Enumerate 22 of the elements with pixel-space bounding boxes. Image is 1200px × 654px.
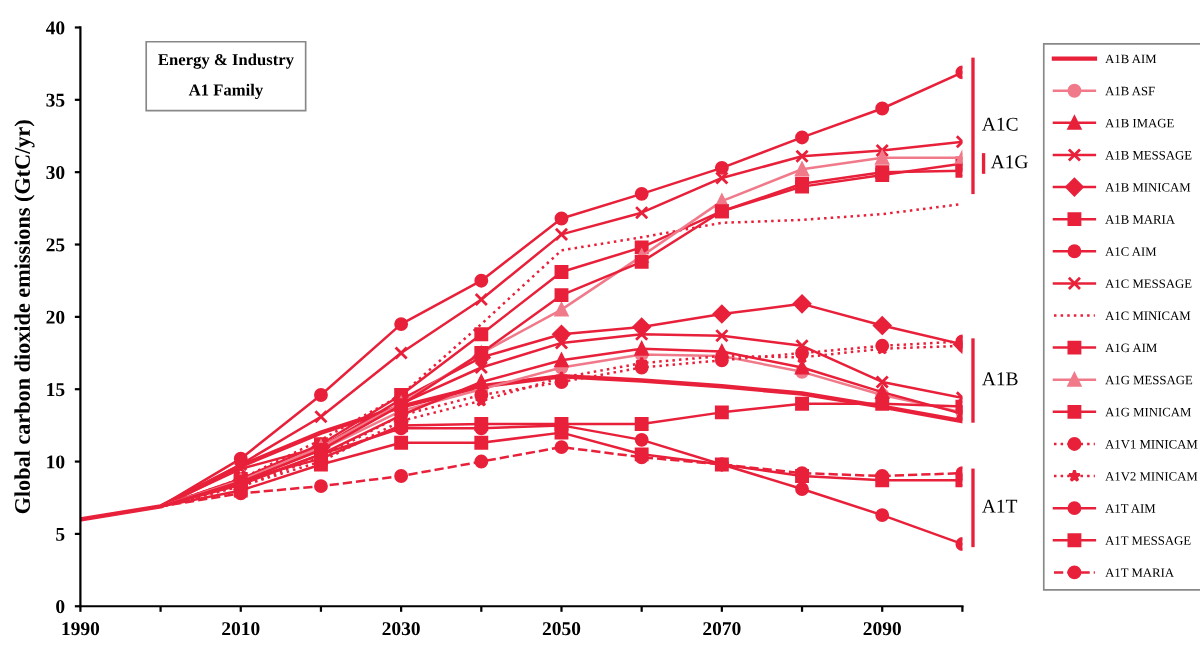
x-tick-label: 2050 (542, 622, 581, 636)
text: A1T (982, 499, 1018, 513)
x-tick-label: 1990 (62, 622, 100, 636)
text: Energy & Industry (158, 53, 294, 69)
y-tick-label: 5 (56, 527, 65, 541)
y-tick-label: 40 (45, 21, 65, 35)
y-tick-label: 15 (47, 383, 65, 397)
x-tick-label: 2010 (222, 622, 260, 636)
text: A1C (982, 117, 1018, 131)
text: A1B (982, 372, 1018, 386)
text: A1 Family (188, 83, 264, 100)
x-tick-label: 2030 (382, 622, 420, 636)
y-tick-label: 20 (46, 310, 65, 324)
y-tick-label: 0 (56, 600, 65, 614)
x-tick-label: 2070 (703, 622, 741, 636)
x-tick-label: 2090 (863, 622, 901, 636)
y-tick-label: 35 (46, 93, 65, 107)
y-tick-label: 10 (47, 455, 65, 469)
y-tick-label: 25 (46, 238, 65, 252)
y-tick-label: 30 (46, 165, 65, 180)
y-axis-title: Global carbon dioxide emissions (GtC/yr) (14, 120, 35, 514)
text: A1G (990, 155, 1028, 169)
